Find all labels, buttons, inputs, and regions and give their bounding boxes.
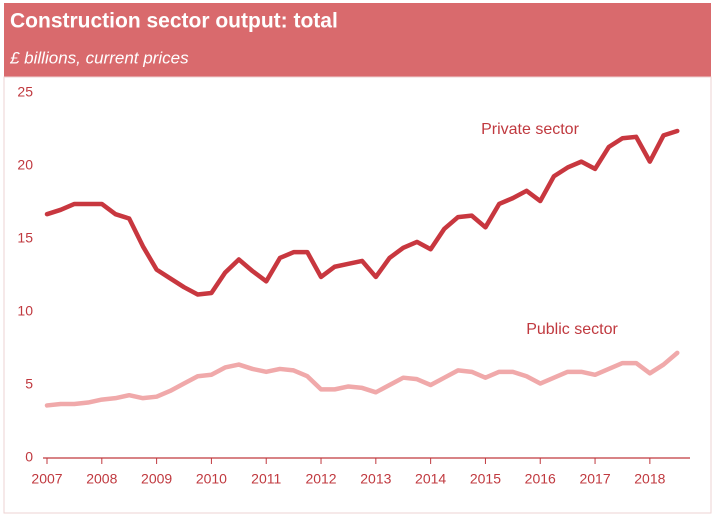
frame	[3, 76, 712, 514]
line-series	[44, 128, 680, 297]
x-tick-label: 2007	[31, 471, 62, 487]
x-tick-label: 2010	[196, 471, 227, 487]
y-tick-label: 25	[17, 84, 33, 100]
x-tick-label: 2009	[141, 471, 172, 487]
x-tick-label: 2015	[470, 471, 501, 487]
x-tick-label: 2012	[305, 471, 336, 487]
x-tick-label: 2011	[251, 471, 281, 487]
x-tick-label: 2014	[415, 471, 446, 487]
y-tick-label: 15	[17, 230, 33, 246]
x-tick-label: 2018	[634, 471, 665, 487]
series-label: Public sector	[526, 321, 618, 338]
y-tick-label: 5	[25, 376, 33, 392]
y-tick-label: 10	[17, 303, 33, 319]
chart-subtitle: £ billions, current prices	[9, 48, 189, 67]
y-tick-label: 0	[25, 449, 33, 465]
chart-title: Construction sector output: total	[10, 10, 338, 33]
y-tick-label: 20	[17, 157, 33, 173]
x-tick-label: 2017	[579, 471, 610, 487]
x-tick-label: 2013	[360, 471, 391, 487]
series-label: Private sector	[481, 121, 579, 138]
header-band	[4, 3, 711, 77]
x-tick-label: 2016	[525, 471, 556, 487]
x-tick-label: 2008	[86, 471, 117, 487]
line-series	[44, 350, 680, 408]
